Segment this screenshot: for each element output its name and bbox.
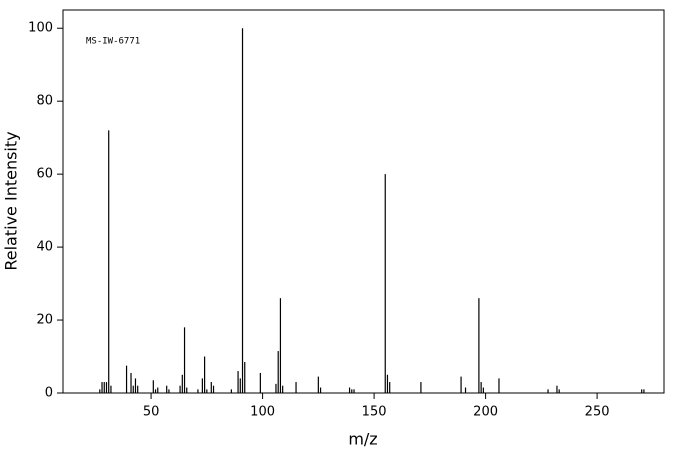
y-axis-title: Relative Intensity xyxy=(2,131,21,270)
x-tick-label: 250 xyxy=(585,405,610,420)
x-tick-label: 50 xyxy=(143,405,160,420)
x-tick-label: 100 xyxy=(250,405,275,420)
y-tick-label: 0 xyxy=(45,386,53,401)
y-tick-label: 80 xyxy=(36,94,53,109)
annotation: MS-IW-6771 xyxy=(86,37,140,47)
y-tick-label: 40 xyxy=(36,240,53,255)
y-tick-label: 60 xyxy=(36,167,53,182)
x-tick-label: 200 xyxy=(473,405,498,420)
plot-frame xyxy=(62,9,665,394)
y-tick-label: 100 xyxy=(28,21,53,36)
x-axis-title: m/z xyxy=(348,430,377,449)
x-tick-label: 150 xyxy=(362,405,387,420)
y-tick-label: 20 xyxy=(36,313,53,328)
